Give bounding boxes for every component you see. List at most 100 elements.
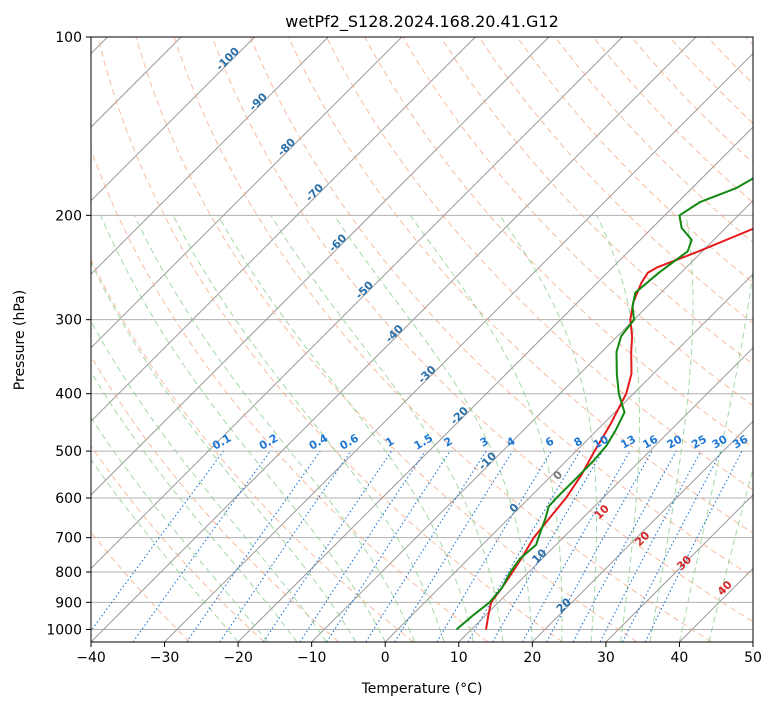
dry-adiabat-line (91, 445, 265, 642)
x-tick-label: 20 (523, 650, 541, 666)
y-tick-label: 800 (55, 565, 82, 581)
mixing-ratio-label: 16 (640, 432, 660, 451)
mixing-ratio-line (599, 450, 702, 642)
dry-adiabat-line (249, 37, 753, 578)
moist-adiabat-line (91, 261, 357, 642)
x-tick-label: 40 (671, 650, 689, 666)
isotherm-label: -70 (303, 181, 326, 204)
x-tick-label: 10 (450, 650, 468, 666)
dry-adiabat-line (516, 37, 753, 284)
mixing-ratio-label: 8 (572, 435, 585, 450)
moist-adiabat-line (499, 215, 598, 642)
isotherm-label: -10 (476, 449, 499, 472)
isotherm-label: -50 (353, 278, 376, 301)
isotherm-label: 20 (554, 595, 574, 615)
isotherm-line (679, 567, 753, 642)
x-axis-label: Temperature (°C) (361, 681, 483, 697)
x-tick-label: −30 (150, 650, 180, 666)
dry-adiabat-line (97, 37, 563, 642)
isotherm-line (91, 37, 329, 275)
x-tick-label: −10 (297, 650, 327, 666)
temperature-profile-line (485, 227, 753, 630)
mixing-ratio-label: 1 (383, 435, 396, 450)
dry-adiabat-line (211, 37, 753, 623)
x-tick-label: 30 (597, 650, 615, 666)
moist-adiabat-label: 40 (715, 578, 735, 598)
profiles (455, 177, 753, 631)
mixing-ratio-line (132, 450, 271, 642)
isotherm-label: -90 (247, 90, 270, 113)
isotherm-line (91, 37, 476, 423)
dry-adiabat-line (91, 148, 489, 642)
moist-adiabat-line (596, 215, 640, 642)
moist-adiabat-line (134, 215, 416, 642)
moist-adiabat-line (217, 215, 474, 642)
dry-adiabat-line (745, 37, 753, 46)
mixing-ratio-label: 6 (543, 434, 556, 449)
isotherm-line (164, 52, 753, 642)
isotherm-label: -20 (448, 404, 471, 427)
mixing-ratio-label: 0.4 (307, 431, 331, 452)
y-tick-label: 300 (55, 313, 82, 329)
mixing-ratio-label: 25 (689, 433, 709, 452)
dry-adiabat-line (91, 531, 191, 642)
isotherm-line (91, 37, 256, 202)
isotherm-line (752, 641, 753, 642)
y-axis-label: Pressure (hPa) (12, 290, 28, 390)
isotherm-label: -40 (383, 322, 406, 345)
dry-adiabat-line (707, 37, 753, 85)
x-tick-label: 50 (744, 650, 762, 666)
y-tick-label: 200 (55, 208, 82, 224)
isotherm-line (458, 347, 753, 642)
chart-title: wetPf2_S128.2024.168.20.41.G12 (285, 12, 559, 32)
isotherm-line (91, 37, 697, 642)
dry-adiabat-line (287, 37, 753, 534)
moist-adiabat-line (91, 320, 327, 642)
mixing-ratio-line (546, 450, 653, 642)
x-tick-label: −40 (76, 650, 106, 666)
moist-adiabat-line (91, 416, 268, 642)
dry-adiabat-line (440, 37, 753, 365)
moist-adiabat-line (678, 268, 753, 642)
mixing-ratio-line (394, 450, 514, 642)
isotherm-label: -60 (326, 231, 349, 254)
y-tick-label: 1000 (46, 622, 82, 638)
moist-adiabat-line (649, 215, 694, 642)
mixing-ratio-label: 1.5 (412, 432, 435, 453)
moist-adiabat-line (333, 215, 533, 642)
isotherm-label: -30 (415, 363, 438, 386)
isotherm-label: -100 (213, 44, 242, 73)
y-tick-label: 100 (55, 30, 82, 46)
moist-adiabat-line (91, 458, 239, 642)
x-tick-label: −20 (223, 650, 253, 666)
dry-adiabat-line (478, 37, 753, 324)
mixing-ratio-line (365, 450, 487, 642)
background-lines (91, 37, 753, 642)
mixing-ratio-label: 10 (591, 432, 611, 451)
mixing-ratio-line (326, 450, 451, 642)
mixing-ratio-line (572, 450, 677, 642)
mixing-ratio-label: 3 (478, 435, 491, 450)
dry-adiabat-line (669, 37, 753, 125)
y-tick-label: 500 (55, 444, 82, 460)
isotherm-label: -80 (275, 135, 298, 158)
dry-adiabat-line (91, 258, 414, 642)
isotherm-line (237, 126, 753, 642)
x-tick-label: 0 (381, 650, 390, 666)
dry-adiabat-line (326, 37, 753, 491)
mixing-ratio-label: 36 (730, 432, 750, 451)
dry-adiabat-line (554, 37, 753, 244)
mixing-ratio-line (186, 450, 321, 642)
isotherm-line (531, 420, 753, 642)
moist-adiabat-line (708, 466, 753, 642)
mixing-ratio-line (263, 450, 392, 642)
mixing-ratio-line (91, 450, 224, 632)
dewpoint-profile-line (455, 177, 753, 631)
isotherm-line (384, 273, 753, 642)
moist-adiabat-line (409, 215, 563, 642)
mixing-ratio-line (299, 450, 426, 642)
y-tick-label: 600 (55, 491, 82, 507)
plot-frame (90, 36, 754, 643)
dry-adiabat-line (135, 37, 638, 642)
